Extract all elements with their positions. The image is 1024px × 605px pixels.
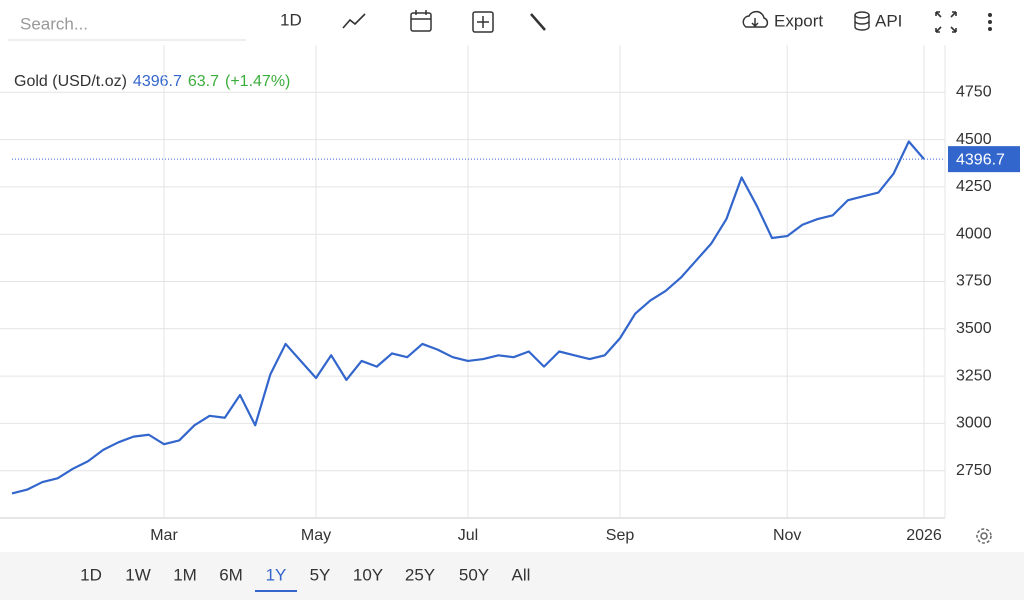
range-button[interactable]: 10Y — [353, 565, 383, 584]
x-tick-label: Sep — [606, 527, 635, 544]
api-icon[interactable] — [854, 11, 870, 31]
y-tick-label: 4750 — [956, 84, 992, 101]
compare-icon[interactable] — [472, 11, 494, 33]
calendar-icon[interactable] — [410, 10, 432, 32]
y-tick-label: 3250 — [956, 367, 992, 384]
price-line — [11, 140, 925, 495]
settings-tool-icon[interactable] — [530, 13, 546, 31]
fullscreen-icon[interactable] — [935, 11, 957, 33]
range-button[interactable]: 1M — [173, 565, 197, 584]
change-percent: (+1.47%) — [225, 73, 290, 90]
range-button[interactable]: 1D — [80, 565, 102, 584]
y-tick-label: 4000 — [956, 225, 992, 242]
menu-icon[interactable] — [988, 13, 992, 31]
range-button[interactable]: 25Y — [405, 565, 435, 584]
last-price-label: 4396.7 — [956, 151, 1005, 168]
y-tick-label: 4500 — [956, 131, 992, 148]
range-button[interactable]: 5Y — [310, 565, 331, 584]
y-tick-label: 3000 — [956, 415, 992, 432]
x-tick-label: Mar — [150, 527, 178, 544]
export-button[interactable]: Export — [774, 11, 823, 30]
range-button[interactable]: 6M — [219, 565, 243, 584]
last-price: 4396.7 — [133, 73, 182, 90]
chart-type-icon[interactable] — [342, 13, 366, 29]
gear-icon[interactable] — [976, 528, 992, 544]
range-button[interactable]: 50Y — [459, 565, 489, 584]
y-tick-label: 3500 — [956, 320, 992, 337]
export-icon[interactable] — [742, 10, 769, 28]
y-tick-label: 4250 — [956, 178, 992, 195]
last-price-badge — [948, 146, 1020, 173]
search-box[interactable]: Search... — [20, 14, 88, 33]
api-button[interactable]: API — [875, 11, 902, 30]
x-tick-label: 2026 — [906, 527, 942, 544]
range-bar — [0, 552, 1024, 600]
x-tick-label: May — [301, 527, 331, 544]
range-button[interactable]: All — [512, 565, 531, 584]
x-tick-label: Nov — [773, 527, 801, 544]
range-button[interactable]: 1Y — [266, 565, 287, 584]
chart-title: Gold (USD/t.oz) — [14, 73, 127, 90]
x-tick-label: Jul — [458, 527, 478, 544]
y-tick-label: 2750 — [956, 462, 992, 479]
change: 63.7 — [188, 73, 219, 90]
y-tick-label: 3750 — [956, 273, 992, 290]
interval-button[interactable]: 1D — [280, 10, 302, 29]
range-button[interactable]: 1W — [125, 565, 151, 584]
